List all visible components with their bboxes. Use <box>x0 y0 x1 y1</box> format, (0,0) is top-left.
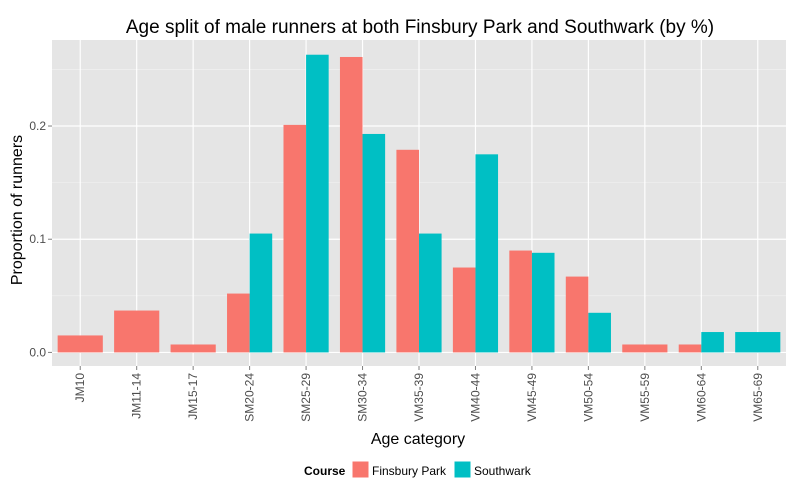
bar-southwark-vm60-64 <box>701 332 724 353</box>
x-axis-title: Age category <box>371 431 465 448</box>
x-tick-label: VM65-69 <box>751 373 765 422</box>
y-axis-title: Proportion of runners <box>9 135 26 285</box>
bar-finsbury-park-sm20-24 <box>227 293 250 353</box>
legend-swatch-finsbury-park <box>352 461 369 478</box>
bar-finsbury-park-sm30-34 <box>339 56 363 353</box>
x-axis: JM10 JM11-14 JM15-17 SM20-24 SM25-29 SM30-34 V… <box>73 366 765 422</box>
x-tick-label: SM20-24 <box>243 373 257 422</box>
y-axis: 0.0 0.1 0.2 <box>29 119 52 359</box>
bar-finsbury-park-jm15-17 <box>170 344 216 353</box>
bar-southwark-vm40-44 <box>475 154 499 353</box>
bar-southwark-vm65-69 <box>735 332 781 353</box>
bar-finsbury-park-vm45-49 <box>509 250 532 353</box>
bar-southwark-sm20-24 <box>249 233 273 353</box>
bar-southwark-vm50-54 <box>588 312 611 353</box>
x-tick-label: SM30-34 <box>356 373 370 422</box>
chart-title: Age split of male runners at both Finsbu… <box>126 17 714 38</box>
legend-swatch-southwark <box>454 461 471 478</box>
bars <box>57 54 781 353</box>
x-tick-label: SM25-29 <box>299 373 313 422</box>
legend-label-southwark: Southwark <box>474 464 532 478</box>
bar-finsbury-park-vm55-59 <box>622 344 668 353</box>
legend-label-finsbury-park: Finsbury Park <box>372 464 447 478</box>
x-tick-label: VM45-49 <box>525 373 539 422</box>
bar-southwark-sm25-29 <box>306 54 329 353</box>
y-tick-label: 0.1 <box>29 232 46 246</box>
x-tick-label: JM10 <box>73 373 87 403</box>
x-tick-label: VM50-54 <box>581 373 595 422</box>
bar-finsbury-park-jm11-14 <box>114 310 160 353</box>
bar-finsbury-park-sm25-29 <box>283 124 307 353</box>
legend-title: Course <box>304 464 346 478</box>
y-tick-label: 0.2 <box>29 119 46 133</box>
x-tick-label: JM11-14 <box>130 373 144 419</box>
x-tick-label: VM55-59 <box>638 373 652 422</box>
bar-finsbury-park-jm10 <box>57 335 103 353</box>
x-tick-label: VM60-64 <box>694 373 708 422</box>
bar-finsbury-park-vm50-54 <box>565 276 589 353</box>
legend: Course Finsbury Park Southwark <box>304 460 532 479</box>
x-tick-label: VM35-39 <box>412 373 426 422</box>
x-tick-label: JM15-17 <box>186 373 200 420</box>
x-tick-label: VM40-44 <box>468 373 482 422</box>
bar-finsbury-park-vm60-64 <box>678 344 702 353</box>
bar-finsbury-park-vm40-44 <box>452 267 476 353</box>
y-tick-label: 0.0 <box>29 345 46 359</box>
bar-southwark-sm30-34 <box>362 133 386 353</box>
bar-southwark-vm35-39 <box>419 233 442 353</box>
bar-finsbury-park-vm35-39 <box>396 149 419 353</box>
bar-southwark-vm45-49 <box>531 252 555 353</box>
